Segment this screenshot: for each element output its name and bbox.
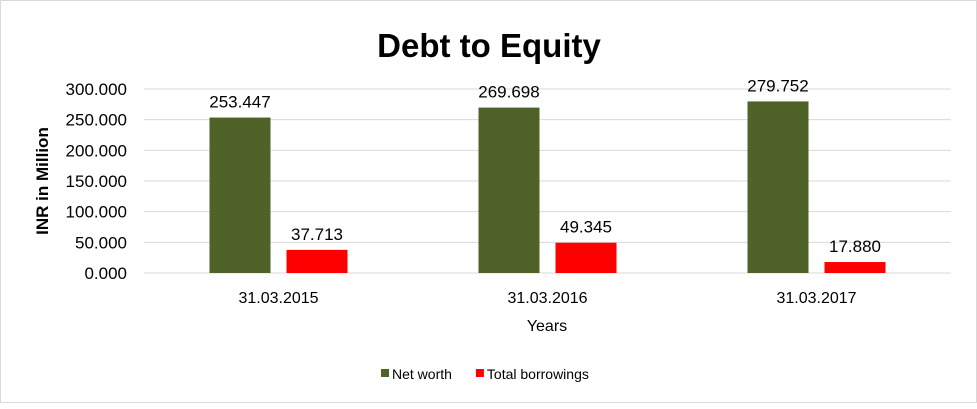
bar-total-borrowings bbox=[286, 249, 348, 273]
data-label: 17.880 bbox=[829, 237, 881, 256]
legend-label: Net worth bbox=[392, 366, 452, 382]
bar-total-borrowings bbox=[555, 242, 617, 273]
legend-swatch bbox=[475, 369, 484, 377]
legend-swatch bbox=[381, 369, 389, 377]
data-label: 49.345 bbox=[560, 218, 612, 237]
y-tick-label: 100.000 bbox=[66, 203, 127, 222]
chart-title: Debt to Equity bbox=[377, 27, 601, 64]
y-tick-label: 200.000 bbox=[66, 141, 127, 160]
y-axis-label: INR in Million bbox=[33, 127, 52, 235]
x-axis-label: Years bbox=[527, 318, 567, 335]
y-tick-label: 50.000 bbox=[75, 233, 127, 252]
y-tick-label: 0.000 bbox=[84, 264, 127, 283]
y-tick-label: 150.000 bbox=[66, 172, 127, 191]
x-tick-label: 31.03.2017 bbox=[776, 290, 856, 307]
y-tick-label: 300.000 bbox=[66, 80, 127, 99]
legend-label: Total borrowings bbox=[487, 366, 589, 382]
y-tick-label: 250.000 bbox=[66, 111, 127, 130]
x-tick-label: 31.03.2015 bbox=[238, 290, 318, 307]
data-label: 269.698 bbox=[478, 83, 539, 102]
bar-net-worth bbox=[478, 107, 540, 273]
bar-net-worth bbox=[209, 117, 271, 273]
data-label: 37.713 bbox=[291, 225, 343, 244]
bar-total-borrowings bbox=[824, 262, 886, 273]
data-label: 279.752 bbox=[747, 76, 808, 95]
x-tick-label: 31.03.2016 bbox=[507, 290, 587, 307]
bar-net-worth bbox=[747, 101, 809, 274]
data-label: 253.447 bbox=[209, 93, 270, 112]
